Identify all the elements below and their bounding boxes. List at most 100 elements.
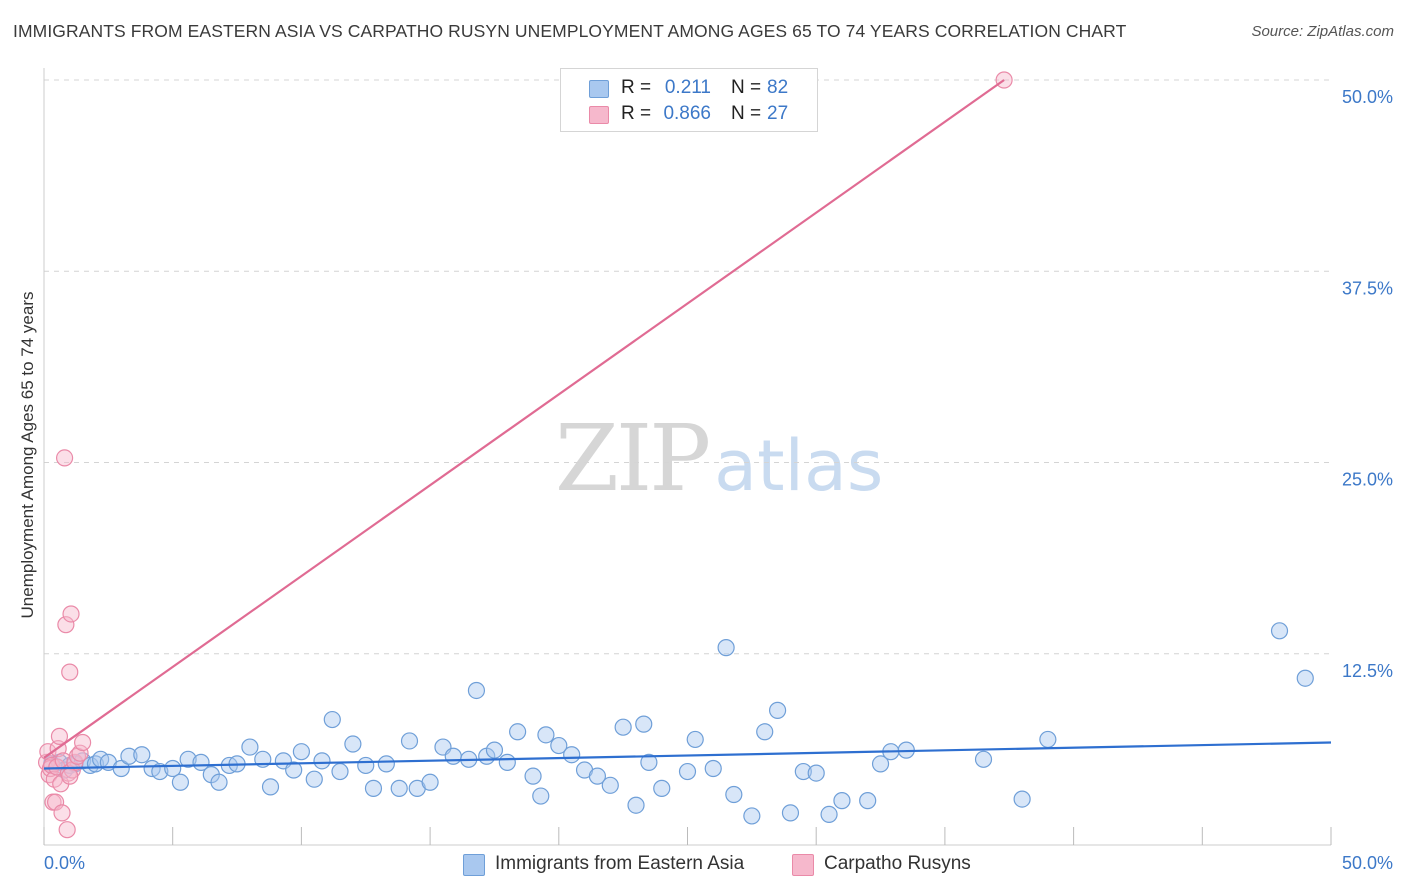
data-point-eastern-asia — [859, 792, 877, 810]
data-point-carpatho-rusyns — [74, 733, 92, 752]
legend-n-label: N = — [731, 103, 762, 124]
legend-r-label: R = — [621, 103, 652, 124]
trend-line-carpatho-rusyns — [43, 79, 1005, 759]
data-point-eastern-asia — [627, 796, 645, 814]
data-point-eastern-asia — [1270, 622, 1289, 640]
legend-r-value: 0.211 — [664, 77, 711, 98]
watermark-atlas: atlas — [714, 425, 884, 507]
data-point-eastern-asia — [820, 805, 838, 824]
data-point-eastern-asia — [601, 776, 619, 794]
data-point-eastern-asia — [292, 743, 310, 761]
chart-title: IMMIGRANTS FROM EASTERN ASIA VS CARPATHO… — [13, 21, 1127, 41]
data-point-carpatho-rusyns — [61, 767, 79, 785]
series-eastern-asia — [43, 622, 1314, 825]
data-point-eastern-asia — [725, 785, 743, 804]
data-point-eastern-asia — [400, 732, 419, 750]
data-point-eastern-asia — [550, 736, 568, 755]
data-point-eastern-asia — [357, 756, 375, 775]
y-tick-label: 25.0% — [1342, 470, 1393, 490]
data-point-eastern-asia — [794, 762, 812, 781]
legend-r-value: 0.866 — [663, 103, 711, 124]
data-point-carpatho-rusyns — [53, 804, 71, 822]
data-point-eastern-asia — [485, 741, 504, 759]
data-point-eastern-asia — [467, 681, 486, 700]
data-point-eastern-asia — [1296, 669, 1314, 687]
data-point-eastern-asia — [120, 747, 138, 765]
data-point-carpatho-rusyns — [58, 821, 76, 839]
data-point-eastern-asia — [509, 723, 527, 741]
data-point-carpatho-rusyns — [46, 793, 65, 811]
series-carpatho-rusyns — [37, 71, 1013, 839]
legend-n-value: 27 — [767, 103, 789, 124]
watermark: ZIPatlas — [555, 405, 883, 512]
data-point-eastern-asia — [164, 759, 182, 778]
data-point-eastern-asia — [537, 726, 555, 744]
data-point-carpatho-rusyns — [57, 616, 75, 634]
bottom-legend-label: Carpatho Rusyns — [824, 853, 971, 874]
data-point-eastern-asia — [444, 747, 462, 765]
data-point-eastern-asia — [261, 778, 280, 796]
data-point-carpatho-rusyns — [55, 449, 74, 467]
data-point-eastern-asia — [285, 761, 303, 779]
data-point-eastern-asia — [179, 750, 197, 768]
data-point-eastern-asia — [305, 770, 323, 788]
data-point-eastern-asia — [614, 718, 632, 736]
data-point-eastern-asia — [524, 767, 542, 785]
data-point-eastern-asia — [588, 767, 607, 785]
legend-swatch-carpatho-rusyns — [589, 106, 609, 124]
y-tick-label: 50.0% — [1342, 87, 1393, 107]
data-point-eastern-asia — [686, 730, 704, 749]
data-point-eastern-asia — [1013, 790, 1031, 808]
data-point-eastern-asia — [871, 755, 890, 773]
bottom-legend-swatch-eastern-asia — [463, 854, 485, 876]
data-point-eastern-asia — [323, 710, 341, 729]
data-point-eastern-asia — [743, 807, 761, 825]
data-point-eastern-asia — [241, 738, 259, 756]
data-point-eastern-asia — [377, 755, 395, 773]
data-point-eastern-asia — [313, 752, 331, 770]
data-point-eastern-asia — [344, 735, 362, 753]
data-point-carpatho-rusyns — [62, 605, 80, 623]
bottom-legend-label: Immigrants from Eastern Asia — [495, 853, 745, 874]
source-credit: Source: ZipAtlas.com — [1251, 23, 1394, 40]
y-tick-label: 12.5% — [1342, 661, 1393, 681]
data-point-eastern-asia — [390, 779, 408, 797]
correlation-legend: R = 0.211 N = 82 R = 0.866 N = 27 — [560, 68, 818, 132]
data-point-carpatho-rusyns — [50, 727, 69, 745]
data-point-eastern-asia — [717, 639, 735, 657]
watermark-zip: ZIP — [555, 405, 711, 512]
data-point-eastern-asia — [331, 762, 349, 781]
trend-line-eastern-asia — [43, 741, 1332, 770]
legend-n-value: 82 — [767, 77, 789, 98]
data-point-eastern-asia — [210, 773, 228, 791]
data-point-eastern-asia — [807, 764, 825, 782]
data-point-eastern-asia — [974, 750, 993, 768]
data-point-eastern-asia — [532, 787, 550, 805]
data-point-carpatho-rusyns — [61, 663, 79, 681]
data-point-eastern-asia — [635, 715, 653, 733]
data-point-eastern-asia — [781, 804, 800, 822]
bottom-legend-swatch-carpatho-rusyns — [792, 854, 814, 876]
data-point-eastern-asia — [833, 792, 851, 810]
data-point-eastern-asia — [133, 746, 151, 764]
data-point-eastern-asia — [171, 773, 190, 791]
data-point-eastern-asia — [498, 753, 516, 771]
data-point-eastern-asia — [653, 779, 671, 797]
data-point-eastern-asia — [563, 746, 581, 764]
data-point-eastern-asia — [112, 759, 130, 778]
y-tick-label: 37.5% — [1342, 278, 1393, 298]
legend-r-label: R = — [621, 77, 652, 98]
data-point-eastern-asia — [678, 762, 697, 781]
data-point-eastern-asia — [756, 723, 774, 741]
legend-swatch-eastern-asia — [589, 80, 609, 98]
data-point-eastern-asia — [1039, 730, 1057, 749]
data-point-eastern-asia — [421, 773, 439, 791]
data-point-eastern-asia — [364, 779, 383, 797]
data-point-carpatho-rusyns — [39, 743, 57, 761]
data-point-eastern-asia — [640, 753, 658, 771]
data-point-carpatho-rusyns — [71, 744, 89, 762]
data-point-eastern-asia — [768, 701, 787, 719]
data-point-eastern-asia — [704, 759, 722, 778]
x-tick-label: 0.0% — [44, 853, 85, 873]
